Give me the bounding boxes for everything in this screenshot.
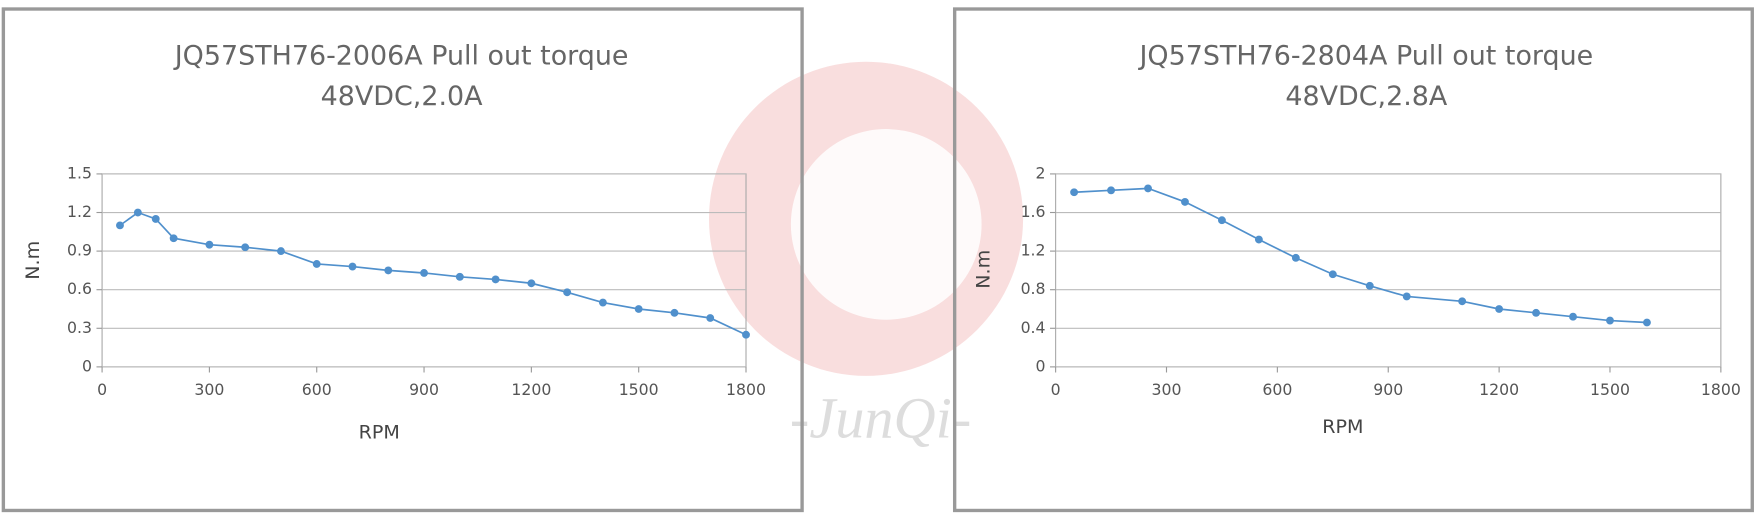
y-tick-label: 1.5: [67, 163, 92, 182]
y-tick-label: 1.2: [1021, 241, 1046, 260]
data-point: [1070, 188, 1079, 197]
watermark-text: -JunQi-: [790, 385, 971, 450]
x-tick-label: 1500: [1590, 380, 1630, 399]
y-tick-label: 0.4: [1021, 318, 1046, 337]
data-point: [527, 279, 536, 288]
data-line: [119, 211, 747, 336]
data-point: [1365, 281, 1374, 290]
data-point: [133, 208, 142, 217]
data-point: [169, 234, 178, 243]
data-point: [563, 288, 572, 297]
data-point: [1495, 305, 1504, 313]
data-point: [1458, 297, 1467, 306]
x-axis-label: RPM: [359, 422, 400, 444]
data-point: [706, 314, 715, 322]
x-tick-label: 900: [409, 380, 439, 399]
y-tick-label: 1.2: [67, 202, 92, 221]
data-line: [1074, 187, 1647, 324]
data-point: [1218, 216, 1226, 225]
data-point: [151, 215, 160, 223]
y-tick-label: 0: [1036, 356, 1046, 375]
x-tick-label: 1200: [511, 380, 551, 399]
y-tick-label: 2: [1036, 163, 1046, 182]
data-point: [1181, 197, 1189, 206]
x-tick-label: 1800: [726, 380, 766, 399]
y-axis-label: N.m: [972, 250, 994, 289]
data-point: [241, 243, 250, 252]
data-point: [277, 247, 285, 256]
x-tick-label: 0: [1051, 380, 1061, 399]
y-tick-label: 0.6: [67, 279, 92, 298]
data-point: [312, 260, 321, 268]
chart-title: JQ57STH76-2804A Pull out torque: [1138, 41, 1594, 72]
data-point: [598, 298, 607, 307]
plot-area: [1055, 173, 1722, 368]
data-point: [116, 221, 124, 230]
data-point: [1291, 253, 1300, 262]
data-point: [455, 272, 464, 281]
data-point: [205, 240, 214, 249]
x-tick-label: 300: [194, 380, 224, 399]
data-point: [491, 275, 500, 284]
x-tick-label: 1500: [619, 380, 659, 399]
data-point: [1254, 235, 1263, 244]
data-point: [1328, 270, 1337, 279]
data-point: [1402, 292, 1411, 301]
data-point: [1643, 318, 1651, 327]
y-tick-label: 1.6: [1021, 202, 1046, 221]
x-tick-label: 1200: [1479, 380, 1519, 399]
data-point: [348, 262, 357, 271]
data-point: [1532, 308, 1540, 317]
y-axis-label: N.m: [22, 241, 44, 280]
data-point: [670, 308, 679, 317]
y-tick-label: 0: [82, 356, 92, 375]
y-tick-label: 0.8: [1021, 279, 1046, 298]
data-point: [742, 330, 750, 339]
data-point: [1107, 186, 1115, 195]
data-point: [1569, 312, 1577, 321]
x-axis-label: RPM: [1322, 416, 1363, 438]
y-tick-label: 0.3: [67, 318, 92, 337]
x-tick-label: 900: [1373, 380, 1403, 399]
x-tick-label: 300: [1152, 380, 1182, 399]
x-tick-label: 1800: [1701, 380, 1741, 399]
chart-frame: [952, 7, 1754, 513]
x-tick-label: 600: [1262, 380, 1292, 399]
chart-subtitle: 48VDC,2.8A: [1285, 81, 1447, 112]
data-point: [420, 269, 428, 277]
chart-subtitle: 48VDC,2.0A: [321, 81, 483, 112]
chart-title: JQ57STH76-2006A Pull out torque: [173, 41, 629, 72]
x-tick-label: 600: [302, 380, 332, 399]
data-point: [1606, 316, 1614, 325]
data-point: [634, 305, 643, 313]
chart-frame: [1, 7, 804, 513]
data-point: [1144, 184, 1152, 193]
data-point: [384, 266, 393, 275]
y-tick-label: 0.9: [67, 241, 92, 260]
x-tick-label: 0: [97, 380, 107, 399]
logo-watermark-inner: [790, 129, 982, 320]
